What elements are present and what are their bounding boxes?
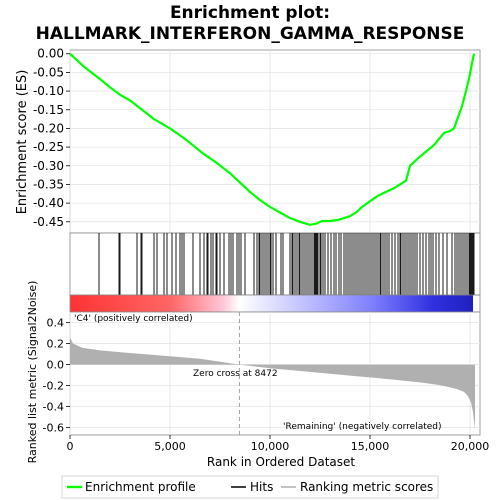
es-tick-label: -0.30 xyxy=(33,159,64,173)
metric-y-axis-label: Ranked list metric (Signal2Noise) xyxy=(26,281,39,464)
es-tick-label: -0.20 xyxy=(33,121,64,135)
hits-marks xyxy=(98,233,475,295)
chart-title-line2: HALLMARK_INTERFERON_GAMMA_RESPONSE xyxy=(36,24,465,44)
es-panel-frame xyxy=(69,49,481,234)
es-tick-label: -0.05 xyxy=(33,65,64,79)
rank-color-bar xyxy=(69,294,481,313)
es-y-axis-label: Enrichment score (ES) xyxy=(15,70,30,215)
ranking-metric-area xyxy=(70,337,475,430)
metric-tick-label: 0.4 xyxy=(47,317,65,330)
es-tick-label: -0.25 xyxy=(33,140,64,154)
legend-enrichment-label: Enrichment profile xyxy=(85,480,196,494)
metric-panel: 0.4 0.2 0.0 -0.2 -0.4 -0.6 'C4' (positively c… xyxy=(43,311,481,436)
x-tick-label: 15,000 xyxy=(351,440,390,453)
metric-tick-label: -0.6 xyxy=(43,422,64,435)
es-panel: 0.00 -0.05 -0.10 -0.15 -0.20 -0.25 -0.30 -0.35 -… xyxy=(33,47,481,234)
es-tick-label: -0.45 xyxy=(33,215,64,229)
zero-cross-label: Zero cross at 8472 xyxy=(193,369,278,379)
x-tick-label: 0 xyxy=(67,440,74,453)
x-tick-label: 20,000 xyxy=(451,440,490,453)
legend-metric-label: Ranking metric scores xyxy=(300,480,433,494)
es-tick-label: -0.35 xyxy=(33,177,64,191)
rank-color-bar-fill xyxy=(70,295,473,312)
hits-panel-frame xyxy=(69,232,481,296)
legend-frame xyxy=(61,475,439,499)
es-tick-label: -0.10 xyxy=(33,84,64,98)
metric-tick-label: 0.2 xyxy=(47,338,65,351)
x-axis-ticks: 0 5,000 10,000 15,000 20,000 xyxy=(67,435,490,453)
es-y-ticks: 0.00 -0.05 -0.10 -0.15 -0.20 -0.25 -0.30 -0.35 -… xyxy=(33,47,70,229)
legend-hits-label: Hits xyxy=(250,480,273,494)
chart-title-line1: Enrichment plot: xyxy=(170,3,330,23)
es-tick-label: -0.15 xyxy=(33,103,64,117)
metric-tick-label: 0.0 xyxy=(47,359,65,372)
metric-grid xyxy=(69,312,480,435)
positive-correlation-label: 'C4' (positively correlated) xyxy=(74,314,193,324)
legend: Enrichment profile Hits Ranking metric s… xyxy=(61,475,439,499)
x-tick-label: 10,000 xyxy=(251,440,290,453)
hits-panel xyxy=(69,232,481,296)
metric-tick-label: -0.4 xyxy=(43,401,64,414)
enrichment-profile-line xyxy=(69,52,476,226)
es-tick-label: 0.00 xyxy=(37,47,64,61)
x-axis-label: Rank in Ordered Dataset xyxy=(207,455,355,469)
es-tick-label: -0.40 xyxy=(33,196,64,210)
metric-y-ticks: 0.4 0.2 0.0 -0.2 -0.4 -0.6 xyxy=(43,317,70,435)
x-tick-label: 5,000 xyxy=(154,440,186,453)
negative-correlation-label: 'Remaining' (negatively correlated) xyxy=(283,422,442,432)
metric-tick-label: -0.2 xyxy=(43,380,64,393)
